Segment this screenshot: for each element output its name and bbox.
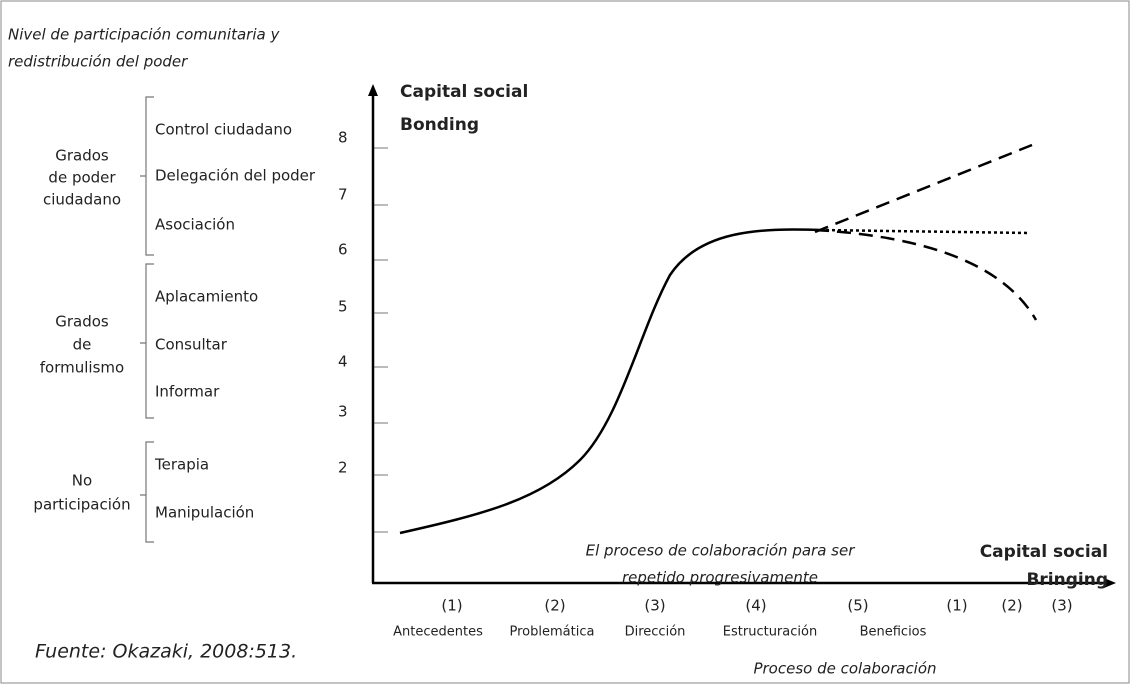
level: 6 xyxy=(338,241,348,259)
group-label: No xyxy=(72,472,92,490)
stage-number: (2) xyxy=(1001,597,1022,615)
item: Delegación del poder xyxy=(155,167,316,185)
arrow xyxy=(368,84,378,96)
stage-number: (4) xyxy=(745,597,766,615)
stage-number: (3) xyxy=(644,597,665,615)
stage-number: (2) xyxy=(544,597,565,615)
stage-numbers: (1) (2) (3) (4) (5) (1) (2) (3) xyxy=(441,597,1072,615)
bracket xyxy=(140,263,154,419)
group: Grados de formulismo Aplacamiento Consul… xyxy=(40,263,258,419)
item: Manipulación xyxy=(155,504,254,522)
bracket xyxy=(140,96,154,256)
level: 2 xyxy=(338,459,348,477)
group-label: Grados xyxy=(55,313,109,331)
stage: Antecedentes xyxy=(393,625,483,640)
center-text: repetido progresivamente xyxy=(622,569,818,587)
group-label: de poder xyxy=(48,169,116,187)
level: 7 xyxy=(338,186,348,204)
bracket xyxy=(140,441,154,543)
group: No participación Terapia Manipulación xyxy=(33,441,254,543)
stage-number: (1) xyxy=(441,597,462,615)
stage: Dirección xyxy=(625,625,686,640)
dashed-down xyxy=(814,228,1038,321)
stage-number: (5) xyxy=(847,597,868,615)
level: 3 xyxy=(338,403,348,421)
ticks xyxy=(373,147,388,533)
level: 8 xyxy=(338,129,348,147)
title-line: Nivel de participación comunitaria y xyxy=(8,26,280,44)
stage: Problemática xyxy=(510,625,595,640)
dotted-line xyxy=(819,228,1031,235)
group: Grados de poder ciudadano Control ciudad… xyxy=(43,96,316,256)
curve xyxy=(399,228,821,535)
stage: Beneficios xyxy=(860,625,927,640)
x-axis-label: Capital social xyxy=(980,542,1108,562)
y-axis-label: Bonding xyxy=(400,115,479,135)
item: Consultar xyxy=(155,336,228,354)
item: Asociación xyxy=(155,216,235,234)
item: Terapia xyxy=(154,456,209,474)
y-axis-label: Capital social xyxy=(400,82,528,102)
stage-number: (3) xyxy=(1051,597,1072,615)
dashed-up xyxy=(814,143,1033,234)
item: Informar xyxy=(155,383,220,401)
item: Control ciudadano xyxy=(155,121,292,139)
levels: 8 7 6 5 4 3 2 xyxy=(338,129,348,477)
group-label: Grados xyxy=(55,147,109,165)
x-axis-label: Bringing xyxy=(1026,570,1108,590)
level: 4 xyxy=(338,353,348,371)
level: 5 xyxy=(338,298,348,316)
arrow xyxy=(1104,578,1116,588)
item: Aplacamiento xyxy=(155,288,258,306)
title-line: redistribución del poder xyxy=(8,53,188,71)
group-label: ciudadano xyxy=(43,191,121,209)
source: Fuente: Okazaki, 2008:513. xyxy=(35,641,297,663)
group-label: de xyxy=(73,336,92,354)
group-label: participación xyxy=(33,496,130,514)
group-label: formulismo xyxy=(40,359,124,377)
stage: Estructuración xyxy=(723,625,817,640)
center-text: El proceso de colaboración para ser xyxy=(586,542,856,560)
x-axis-title: Proceso de colaboración xyxy=(753,660,936,678)
stages: Antecedentes Problemática Dirección Estr… xyxy=(393,625,927,640)
stage-number: (1) xyxy=(946,597,967,615)
